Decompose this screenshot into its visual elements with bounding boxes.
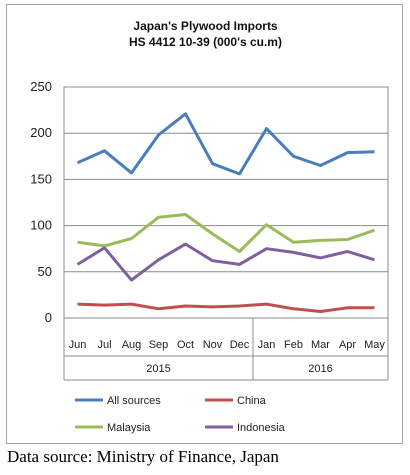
x-tick-label: Jan — [258, 339, 276, 351]
y-tick-label: 0 — [45, 310, 52, 325]
legend-label: All sources — [107, 395, 161, 407]
x-tick-label: Nov — [203, 339, 223, 351]
series-line-china — [77, 302, 375, 313]
x-tick-label: Apr — [339, 339, 356, 351]
chart-title: Japan's Plywood Imports — [133, 19, 278, 33]
y-tick-label: 250 — [30, 79, 52, 94]
y-tick-label: 200 — [30, 125, 52, 140]
x-tick-label: Feb — [284, 339, 303, 351]
legend-label: Malaysia — [107, 422, 151, 434]
x-tick-label: Mar — [311, 339, 330, 351]
x-tick-label: May — [364, 339, 385, 351]
source-note: Data source: Ministry of Finance, Japan — [7, 447, 279, 466]
y-tick-label: 50 — [38, 264, 52, 279]
chart-frame: Japan's Plywood Imports HS 4412 10-39 (0… — [6, 4, 403, 444]
series-line-indonesia — [76, 242, 375, 282]
legend-label: Indonesia — [237, 422, 286, 434]
y-tick-label: 100 — [30, 218, 52, 233]
x-tick-label: Oct — [177, 339, 194, 351]
legend-label: China — [237, 395, 267, 407]
x-tick-label: Sep — [149, 339, 169, 351]
chart-subtitle: HS 4412 10-39 (000's cu.m) — [129, 35, 282, 49]
y-tick-label: 150 — [30, 171, 52, 186]
series-line-malaysia — [77, 213, 375, 253]
year-group-label: 2016 — [308, 363, 332, 375]
line-chart: 0 50 100 150 200 250 Jun Jul Aug Sep Oct Nov Dec Jan F… — [30, 79, 389, 434]
x-tick-label: Jul — [97, 339, 111, 351]
series-line-all-sources — [76, 112, 375, 176]
x-tick-label: Aug — [122, 339, 142, 351]
x-tick-label: Jun — [69, 339, 87, 351]
year-group-label: 2015 — [146, 363, 170, 375]
plot-area-border — [63, 86, 389, 319]
x-tick-label: Dec — [230, 339, 250, 351]
